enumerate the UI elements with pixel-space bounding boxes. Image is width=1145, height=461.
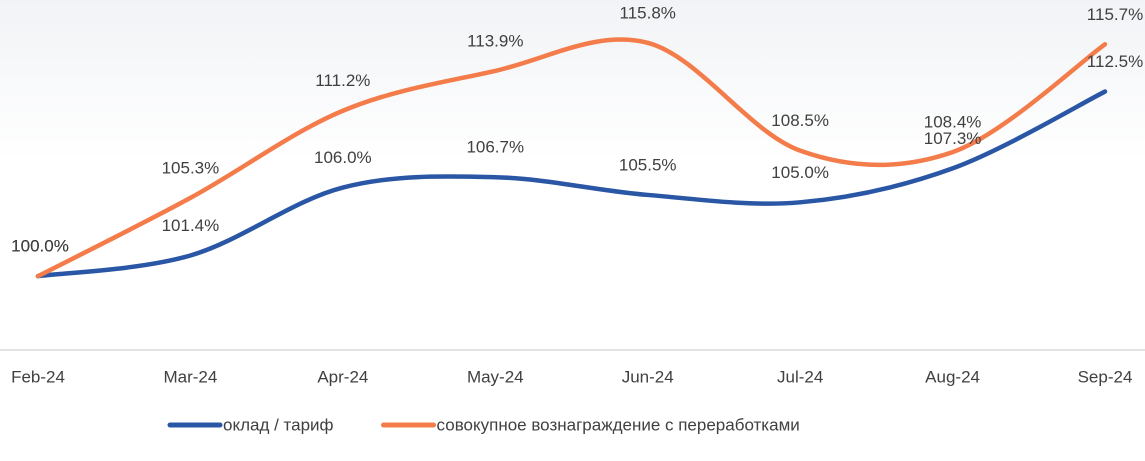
data-label: 106.0% [314,148,372,167]
x-tick-label: Sep-24 [1078,367,1133,386]
data-label: 107.3% [924,129,982,148]
x-tick-label: Jul-24 [777,367,823,386]
x-tick-label: Mar-24 [163,367,217,386]
x-tick-label: Aug-24 [925,367,980,386]
data-label: 115.8% [620,3,676,22]
x-tick-label: Jun-24 [622,367,674,386]
data-label: 100.0% [11,237,69,256]
legend-label: оклад / тариф [223,415,334,434]
x-tick-label: Feb-24 [11,367,65,386]
data-label: 105.0% [771,163,829,182]
data-label: 113.9% [467,31,523,50]
data-label: 112.5% [1087,52,1143,71]
data-label: 111.2% [315,71,370,90]
data-label: 105.3% [162,158,220,177]
data-label: 101.4% [162,216,220,235]
data-label: 106.7% [466,138,524,157]
line-series [35,37,1108,279]
data-label: 105.5% [619,155,677,174]
data-label: 108.5% [771,111,829,130]
data-label: 115.7% [1087,5,1143,24]
line-series [35,89,1108,279]
x-tick-label: May-24 [467,367,524,386]
data-label: 108.4% [924,113,982,132]
x-tick-label: Apr-24 [317,367,368,386]
data-label: 100.0% [11,237,69,256]
legend-label: совокупное вознаграждение с переработкам… [437,415,800,434]
